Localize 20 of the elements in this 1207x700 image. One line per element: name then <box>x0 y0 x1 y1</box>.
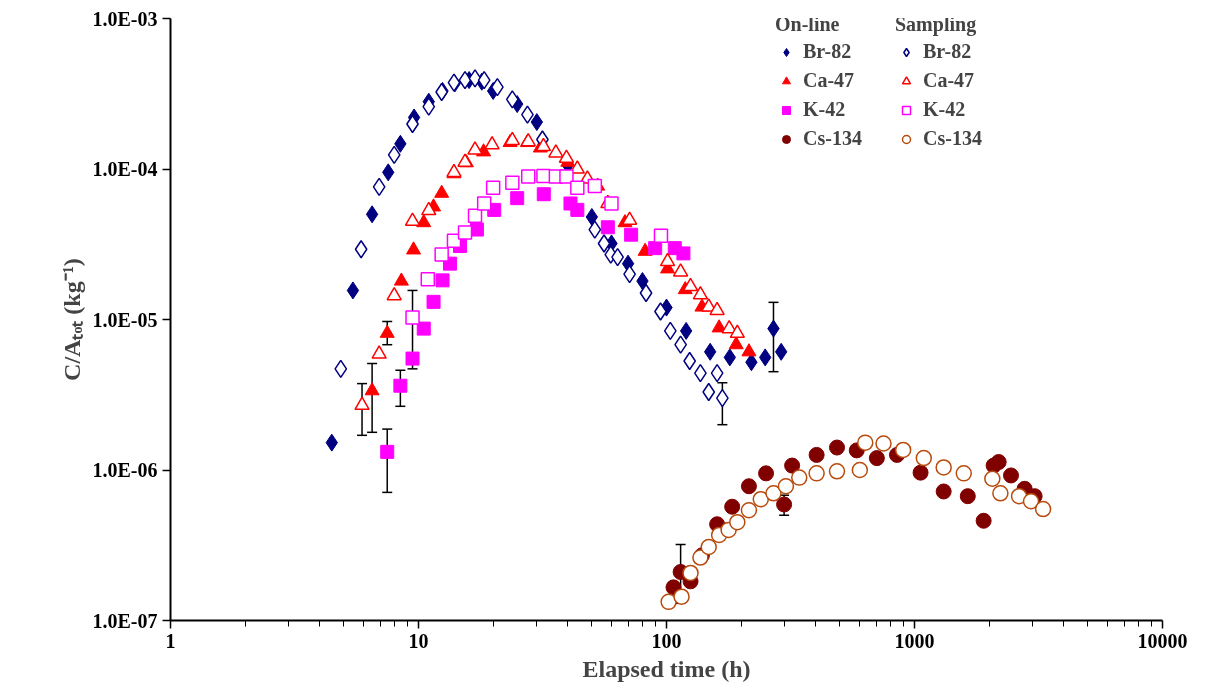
x-tick-label: 1 <box>165 629 176 652</box>
y-tick-label: 1.0E-07 <box>92 609 158 632</box>
x-axis-title: Elapsed time (h) <box>582 655 751 682</box>
legend-label: Ca-47 <box>923 69 975 92</box>
legend-label: Cs-134 <box>803 127 862 150</box>
legend-label: K-42 <box>803 98 846 121</box>
x-tick-label: 100 <box>651 629 682 652</box>
legend-label: K-42 <box>923 98 966 121</box>
legend-label: Br-82 <box>923 40 972 63</box>
legend-label: Ca-47 <box>803 69 855 92</box>
y-tick-label: 1.0E-06 <box>92 459 158 481</box>
x-tick-label: 10000 <box>1137 629 1188 652</box>
x-tick-label: 1000 <box>894 629 935 652</box>
y-tick-label: 1.0E-04 <box>92 158 158 180</box>
legend-label: Br-82 <box>803 40 852 63</box>
y-tick-label: 1.0E-03 <box>92 7 158 30</box>
x-tick-label: 10 <box>408 629 429 652</box>
legend-label: Cs-134 <box>923 127 982 150</box>
y-tick-label: 1.0E-05 <box>92 308 158 331</box>
y-axis-title: C/Aₜₒₜ (kg⁻¹) <box>58 258 85 381</box>
